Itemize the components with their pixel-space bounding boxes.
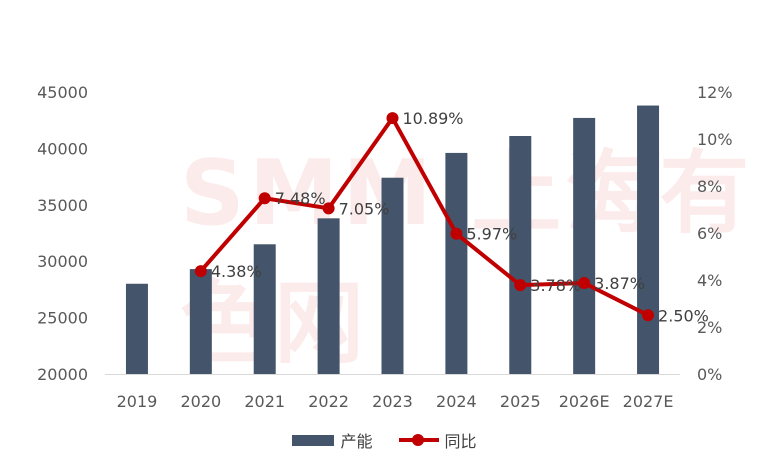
point-yoy xyxy=(386,112,399,125)
x-tick-label: 2024 xyxy=(436,392,477,411)
data-label-yoy: 3.87% xyxy=(594,274,645,293)
y-left-tick-label: 20000 xyxy=(37,365,88,384)
bar-capacity xyxy=(509,135,532,374)
bar-capacity xyxy=(253,244,276,374)
y-right-tick-label: 0% xyxy=(697,365,722,384)
y-left-tick-label: 30000 xyxy=(37,252,88,271)
y-right-tick-label: 2% xyxy=(697,318,722,337)
legend-item-capacity: 产能 xyxy=(292,428,373,452)
line-yoy xyxy=(199,116,649,318)
legend-item-yoy: 同比 xyxy=(398,428,477,452)
y-right-tick-label: 10% xyxy=(697,130,733,149)
combo-chart: 20000 25000 30000 35000 40000 45000 0% 2% 4% 6% 8%… xyxy=(37,83,733,411)
x-tick-label: 2025 xyxy=(500,392,541,411)
data-label-yoy: 5.97% xyxy=(466,225,517,244)
x-tick-label: 2022 xyxy=(308,392,349,411)
bar-capacity xyxy=(125,283,148,374)
data-label-yoy: 10.89% xyxy=(403,109,464,128)
data-label-yoy: 2.50% xyxy=(658,306,709,325)
y-right-tick-label: 8% xyxy=(697,177,722,196)
point-yoy xyxy=(258,192,271,205)
legend-label-capacity: 产能 xyxy=(340,432,373,451)
bar-capacity xyxy=(189,269,212,374)
bar-capacity xyxy=(317,218,340,374)
legend-line-swatch xyxy=(398,433,439,447)
y-left-tick-label: 40000 xyxy=(37,139,88,158)
point-yoy xyxy=(194,265,207,278)
x-tick-label: 2020 xyxy=(180,392,221,411)
point-yoy xyxy=(514,279,527,292)
legend-label-yoy: 同比 xyxy=(444,432,477,451)
point-yoy xyxy=(322,202,335,215)
point-yoy xyxy=(642,309,655,322)
legend-bar-swatch xyxy=(292,434,335,446)
y-left-tick-label: 35000 xyxy=(37,196,88,215)
x-tick-label: 2023 xyxy=(372,392,413,411)
bar-capacity xyxy=(573,117,596,374)
data-label-yoy: 3.78% xyxy=(530,276,581,295)
y-right-tick-label: 4% xyxy=(697,271,722,290)
x-tick-label: 2019 xyxy=(117,392,158,411)
x-tick-label: 2026E xyxy=(559,392,610,411)
bar-capacity xyxy=(381,177,404,374)
data-label-yoy: 7.05% xyxy=(339,199,390,218)
y-left-tick-label: 25000 xyxy=(37,309,88,328)
y-right-tick-label: 6% xyxy=(697,224,722,243)
data-label-yoy: 4.38% xyxy=(211,262,262,281)
bar-capacity xyxy=(637,105,660,374)
point-yoy xyxy=(578,277,591,290)
x-tick-label: 2027E xyxy=(623,392,674,411)
bar-capacity xyxy=(445,152,468,374)
y-left-tick-label: 45000 xyxy=(37,83,88,102)
y-right-tick-label: 12% xyxy=(697,83,733,102)
point-yoy xyxy=(450,227,463,240)
legend: 产能 同比 xyxy=(0,428,769,452)
data-label-yoy: 7.48% xyxy=(275,189,326,208)
x-tick-label: 2021 xyxy=(244,392,285,411)
